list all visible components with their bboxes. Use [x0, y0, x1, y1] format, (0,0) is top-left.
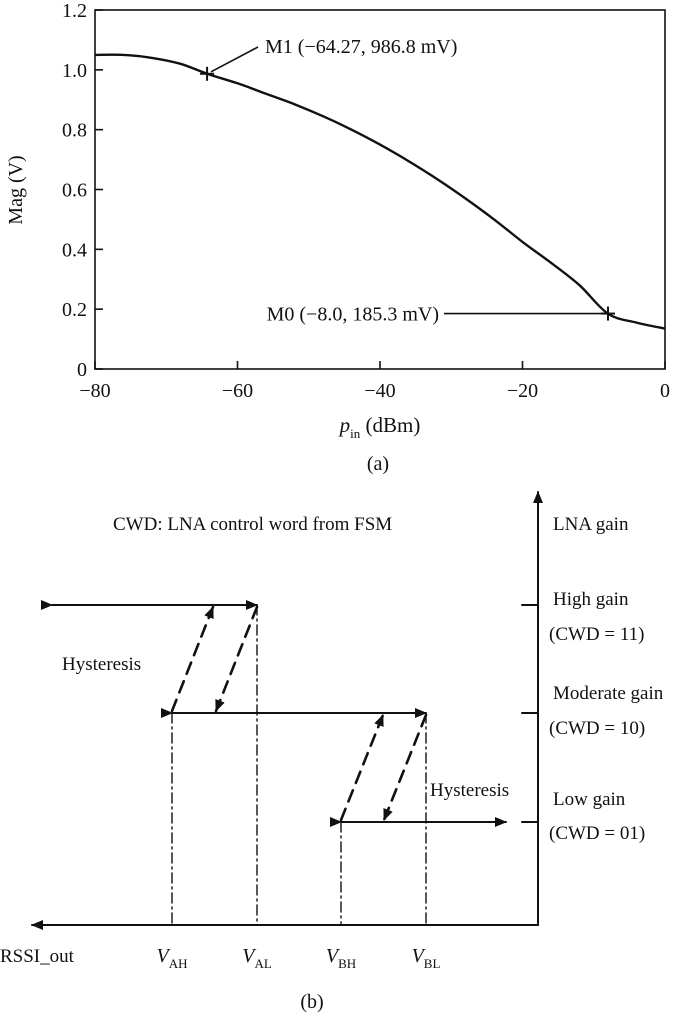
- gain-level-moderate-cwd: (CWD = 10): [549, 718, 645, 739]
- markers: M1 (−64.27, 986.8 mV) M0 (−8.0, 185.3 mV): [200, 36, 615, 326]
- x-axis-label-unit: (dBm): [360, 413, 420, 437]
- gain-level-low-cwd: (CWD = 01): [549, 823, 645, 844]
- y-tick-label: 0: [77, 359, 87, 381]
- hysteresis-arrow-up-b: [339, 713, 385, 822]
- y-tick-label: 1.0: [62, 60, 87, 82]
- x-axis-label-main: p: [338, 413, 351, 437]
- hysteresis-label-2: Hysteresis: [430, 780, 509, 801]
- chart-a: −80 −60 −40 −20 0 0 0.2 0.4 0.6 0.8 1.0 1.2 M1 (−6…: [5, 0, 670, 475]
- x-axis-label-sub: in: [350, 426, 361, 441]
- marker-m1-label: M1 (−64.27, 986.8 mV): [265, 36, 457, 58]
- x-tick-label: −20: [507, 380, 538, 402]
- threshold-label: VAH: [157, 945, 188, 971]
- y-axis-label: Mag (V): [5, 155, 27, 224]
- hysteresis-arrow-down-b: [382, 713, 428, 822]
- y-tick-label: 0.8: [62, 120, 87, 142]
- y-tick-label: 0.2: [62, 299, 87, 321]
- series-line: [94, 53, 666, 330]
- threshold-label: VAL: [242, 945, 272, 971]
- y-tick-label: 0.4: [62, 239, 87, 261]
- y-tick-label: 0.6: [62, 180, 87, 202]
- gain-level-low-name: Low gain: [553, 789, 626, 810]
- panel-label-b: (b): [300, 991, 323, 1013]
- x-tick-label: −80: [79, 380, 110, 402]
- y-tick-label: 1.2: [62, 0, 87, 22]
- gain-level-moderate-name: Moderate gain: [553, 683, 664, 704]
- y-axis-title: LNA gain: [553, 514, 629, 535]
- x-axis-label: pin (dBm): [338, 413, 421, 441]
- x-ticks: −80 −60 −40 −20 0: [79, 361, 670, 402]
- hysteresis-arrow-down-a: [214, 605, 259, 713]
- panel-label-a: (a): [367, 453, 389, 475]
- y-ticks: 0 0.2 0.4 0.6 0.8 1.0 1.2: [62, 0, 103, 381]
- marker-m1: [200, 66, 215, 81]
- x-tick-label: 0: [660, 380, 670, 402]
- marker-m1-leader: [210, 46, 259, 73]
- diagram-b: CWD: LNA control word from FSM LNA gain …: [0, 491, 664, 1013]
- x-tick-label: −60: [222, 380, 253, 402]
- hysteresis-arrow-up-a: [170, 605, 215, 713]
- threshold-label: VBH: [326, 945, 356, 971]
- hysteresis-label-1: Hysteresis: [62, 654, 141, 675]
- x-axis-title: RSSI_out: [0, 946, 75, 967]
- diagram-caption: CWD: LNA control word from FSM: [113, 514, 392, 535]
- threshold-label: VBL: [412, 945, 441, 971]
- x-tick-label: −40: [364, 380, 395, 402]
- gain-level-high-cwd: (CWD = 11): [549, 624, 645, 645]
- marker-m0-label: M0 (−8.0, 185.3 mV): [267, 304, 439, 326]
- threshold-labels: VAH VAL VBH VBL: [157, 945, 441, 971]
- gain-level-high-name: High gain: [553, 589, 629, 610]
